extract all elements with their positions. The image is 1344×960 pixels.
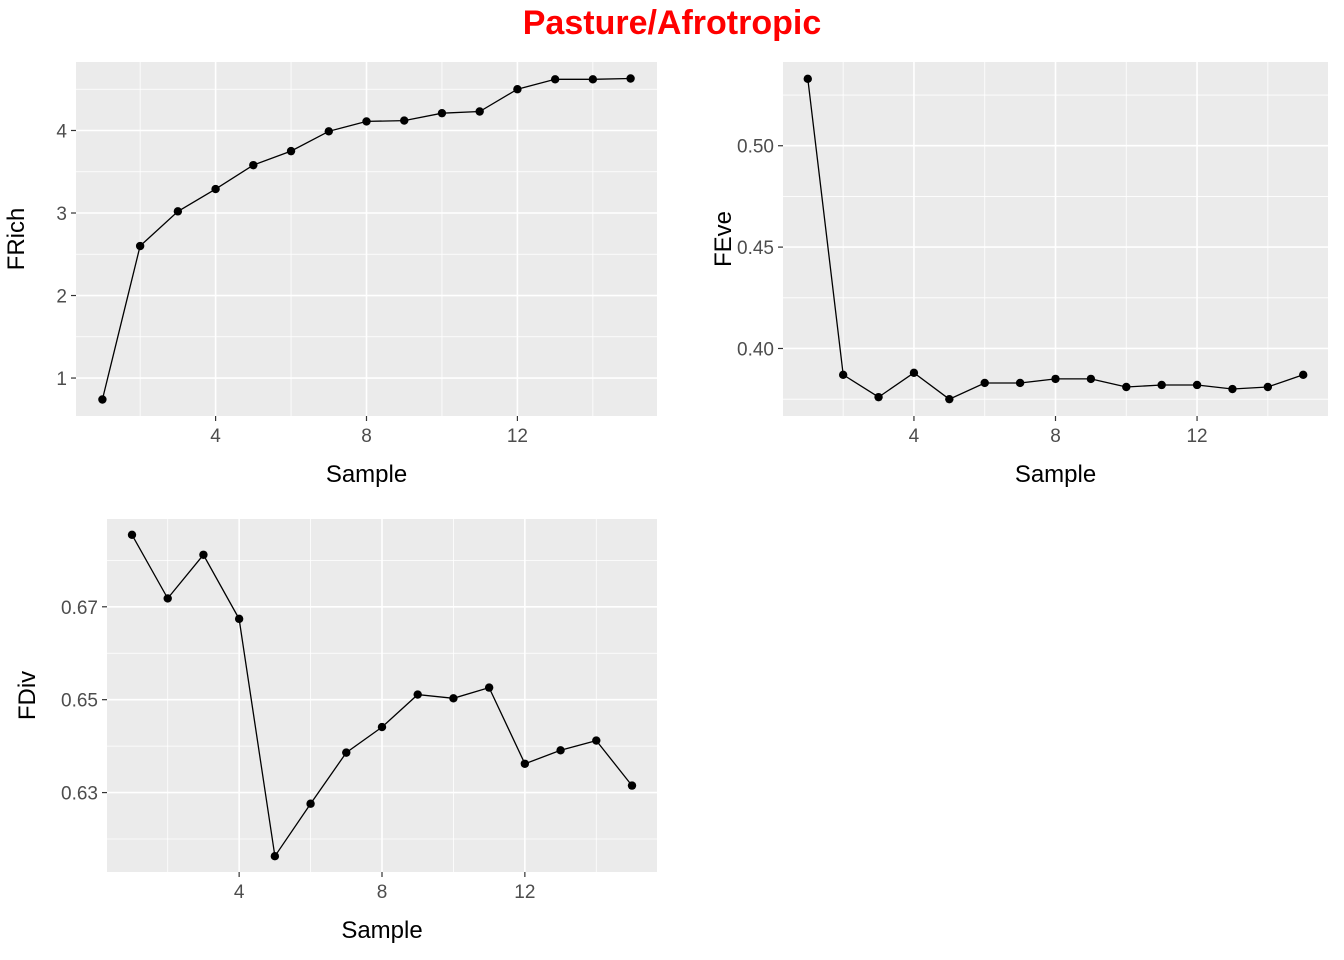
fdiv-data-point — [556, 746, 565, 755]
fdiv-data-point — [234, 614, 244, 624]
fdiv-data-point — [413, 690, 422, 699]
frich-data-point — [173, 207, 183, 216]
feve-data-point — [980, 378, 989, 388]
feve-y-tick-label: 0.40 — [737, 339, 774, 360]
feve-x-tick-label: 4 — [909, 426, 920, 447]
frich-data-point — [437, 108, 447, 118]
feve-x-tick-label: 12 — [1186, 426, 1207, 447]
fdiv-data-point — [377, 722, 387, 732]
fdiv-data-point — [306, 799, 315, 808]
frich-y-tick-label: 1 — [56, 369, 67, 390]
frich-data-point — [98, 395, 107, 404]
fdiv-x-tick-label: 8 — [377, 882, 388, 903]
feve-y-axis-title: FEve — [710, 211, 737, 267]
frich-x-tick-label: 4 — [210, 426, 221, 447]
fdiv-data-point — [127, 530, 137, 539]
frich-y-tick-label: 3 — [56, 204, 67, 225]
feve-data-point — [1157, 380, 1166, 390]
frich-y-tick-label: 2 — [56, 287, 67, 308]
feve-y-tick-label: 0.50 — [737, 137, 774, 158]
feve-data-point — [1086, 374, 1096, 384]
feve-data-point — [1051, 374, 1060, 384]
feve-data-point — [1015, 378, 1025, 388]
feve-data-point — [1228, 384, 1237, 394]
fdiv-data-point — [163, 594, 172, 603]
frich-data-point — [400, 116, 409, 125]
feve-data-point — [838, 370, 848, 380]
feve-x-tick-label: 8 — [1050, 426, 1061, 447]
fdiv-data-point — [270, 852, 280, 861]
frich-x-axis-title: Sample — [326, 461, 407, 488]
fdiv-data-point — [199, 550, 208, 559]
frich-data-point — [362, 117, 371, 126]
frich-data-point — [286, 146, 296, 156]
feve-data-point — [1299, 370, 1308, 380]
frich-x-tick-label: 12 — [507, 426, 528, 447]
fdiv-data-point — [520, 759, 530, 768]
fdiv-data-point — [342, 748, 351, 757]
fdiv-y-tick-label: 0.67 — [61, 598, 98, 619]
chart-fdiv: 4 8 12 0.63 0.65 0.67 Sample FDiv — [14, 519, 657, 944]
frich-data-point — [626, 74, 635, 83]
frich-data-point — [135, 241, 145, 251]
fdiv-y-tick-label: 0.65 — [61, 691, 98, 712]
frich-y-axis-title: FRich — [3, 208, 30, 271]
page-title: Pasture/Afrotropic — [522, 4, 822, 42]
fdiv-data-point — [627, 781, 637, 790]
feve-data-point — [1122, 382, 1131, 392]
frich-data-point — [550, 75, 560, 84]
feve-data-point — [803, 74, 812, 84]
feve-data-point — [1192, 380, 1202, 390]
frich-data-point — [475, 107, 484, 116]
fdiv-y-tick-label: 0.63 — [61, 784, 98, 805]
frich-y-tick-label: 4 — [56, 121, 67, 142]
frich-data-point — [211, 184, 220, 194]
frich-data-point — [588, 75, 598, 84]
fdiv-data-point — [484, 683, 494, 692]
fdiv-data-point — [449, 694, 458, 703]
frich-data-point — [513, 85, 522, 94]
feve-data-point — [909, 368, 919, 378]
frich-x-tick-label: 8 — [361, 426, 372, 447]
feve-y-tick-label: 0.45 — [737, 238, 774, 259]
feve-data-point — [1263, 382, 1273, 392]
fdiv-x-tick-label: 12 — [514, 882, 535, 903]
fdiv-data-point — [592, 736, 601, 745]
feve-data-point — [945, 394, 954, 404]
fdiv-x-axis-title: Sample — [341, 917, 422, 944]
chart-feve: 4 8 12 0.40 0.45 0.50 Sample FEve — [710, 62, 1328, 488]
frich-data-point — [249, 160, 258, 170]
fdiv-y-axis-title: FDiv — [14, 671, 41, 720]
feve-x-axis-title: Sample — [1015, 461, 1096, 488]
frich-data-point — [324, 127, 333, 136]
fdiv-x-tick-label: 4 — [234, 882, 245, 903]
feve-data-point — [874, 392, 883, 402]
